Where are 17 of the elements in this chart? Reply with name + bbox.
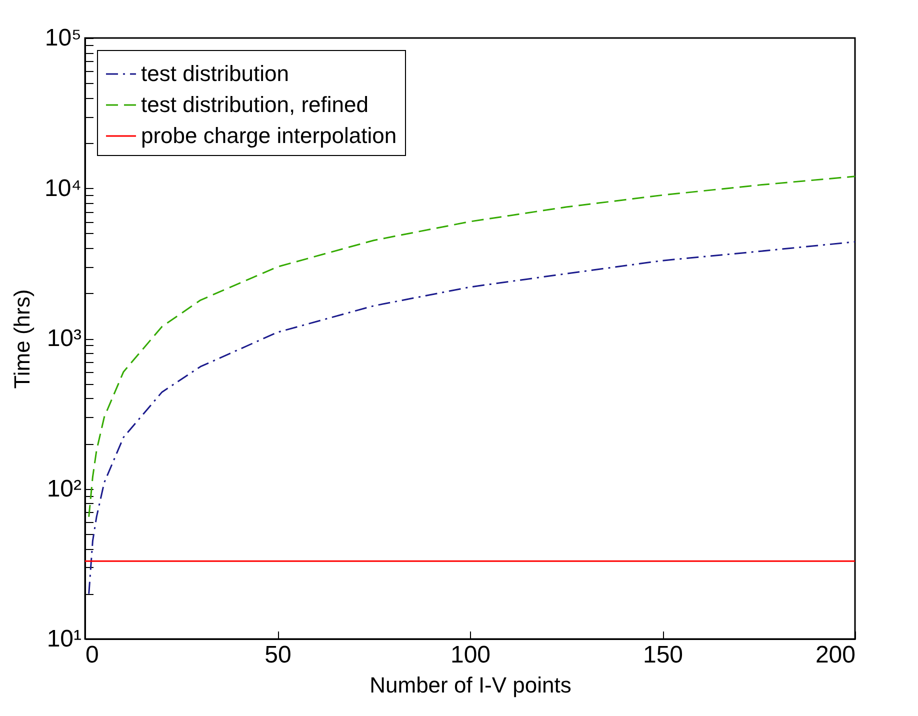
x-tick-label: 100 [450,642,491,668]
line-series [88,241,855,595]
y-tick-label: 10² [46,475,82,502]
x-tick-label: 0 [86,642,99,668]
y-axis-title: Time (hrs) [9,289,34,389]
x-tick-label: 200 [815,642,856,668]
legend-label: test distribution [141,61,289,86]
y-tick-label: 10⁴ [44,174,82,202]
x-tick-label: 50 [264,642,292,668]
y-tick-label: 10¹ [46,626,82,652]
legend-label: probe charge interpolation [141,123,397,148]
x-axis-title: Number of I-V points [370,672,572,698]
legend-label: test distribution, refined [141,92,368,117]
line-series [88,176,855,518]
y-tick-label: 10³ [46,325,82,352]
x-tick-label: 150 [642,642,684,668]
y-tick-label: 10⁵ [44,24,82,52]
